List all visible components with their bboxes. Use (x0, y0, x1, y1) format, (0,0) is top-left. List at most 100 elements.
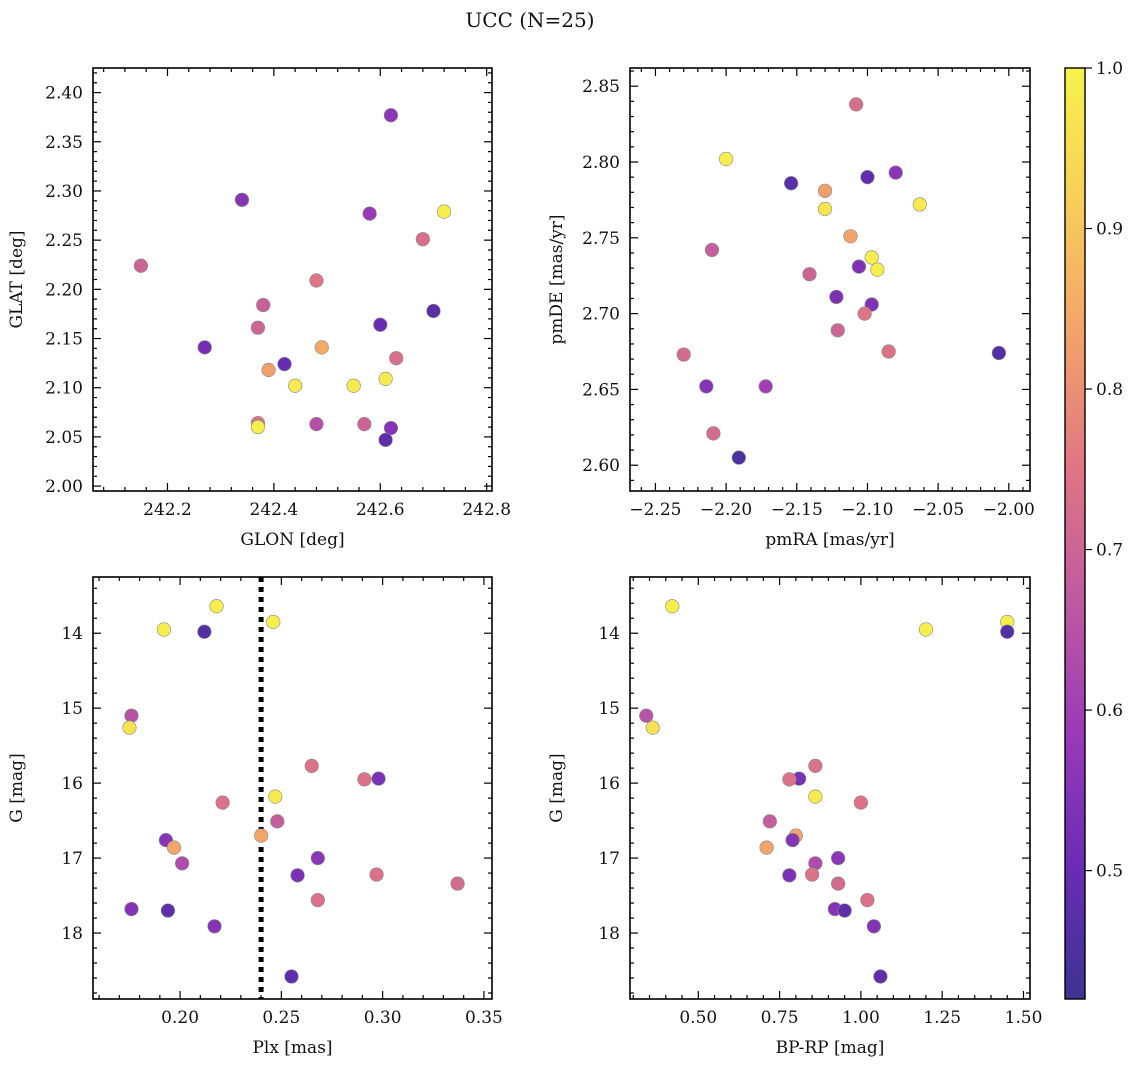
colorbar-tick-label: 0.7 (1096, 541, 1123, 561)
y-tick-label: 17 (61, 849, 83, 869)
y-tick-label: 2.20 (45, 280, 83, 300)
scatter-point (383, 108, 399, 123)
scatter-point (437, 204, 452, 219)
scatter-point (309, 417, 324, 432)
scatter-point (234, 192, 250, 207)
x-tick-label: 242.8 (462, 500, 511, 520)
scatter-point (304, 758, 319, 773)
scatter-point (268, 789, 283, 804)
scatter-point (912, 197, 927, 212)
y-tick-label: 2.10 (45, 379, 83, 399)
plot-frame (92, 576, 493, 1000)
scatter-point (288, 378, 303, 393)
scatter-point (197, 624, 212, 639)
scatter-point (346, 378, 361, 393)
scatter-point (310, 850, 325, 866)
scatter-point (918, 622, 934, 637)
scatter-point (853, 795, 868, 810)
y-axis-label: G [mag] (7, 753, 27, 822)
y-tick-label: 14 (61, 624, 83, 644)
scatter-point (369, 867, 384, 882)
y-tick-label: 18 (61, 924, 83, 944)
y-axis-label: G [mag] (547, 753, 567, 822)
scatter-point (870, 262, 885, 277)
x-tick-label: −2.15 (771, 500, 823, 520)
scatter-point (266, 614, 281, 630)
y-tick-label: 15 (598, 699, 620, 719)
scatter-point (645, 720, 660, 735)
y-tick-label: 2.35 (45, 133, 83, 153)
x-tick-label: 0.50 (679, 1008, 717, 1028)
scatter-point (1000, 624, 1015, 639)
scatter-point (784, 176, 799, 191)
x-tick-label: −2.10 (841, 500, 893, 520)
x-tick-label: 0.75 (761, 1008, 799, 1028)
scatter-point (817, 183, 833, 198)
y-tick-label: 2.00 (45, 477, 83, 497)
y-tick-label: 15 (61, 699, 83, 719)
scatter-point (829, 289, 844, 305)
panel-bprp-g: 0.50 0.75 1.00 1.25 1.50 14 15 16 17 18 BP-RP [mag… (547, 576, 1042, 1058)
x-tick-label: 0.25 (262, 1008, 300, 1028)
scatter-point (808, 758, 823, 773)
scatter-point (665, 599, 680, 614)
scatter-point (209, 599, 224, 614)
x-tick-label: 242.4 (250, 500, 299, 520)
scatter-point (277, 357, 292, 372)
x-axis-label: BP-RP [mag] (776, 1038, 885, 1058)
scatter-point (864, 250, 879, 265)
scatter-point (860, 892, 875, 908)
y-tick-label: 2.80 (582, 153, 620, 173)
scatter-point (133, 258, 148, 273)
scatter-point (314, 340, 329, 355)
colorbar-tick-label: 0.5 (1096, 862, 1123, 882)
colorbar-tick-label: 1.0 (1096, 59, 1123, 79)
scatter-point (290, 868, 305, 883)
y-tick-label: 18 (598, 924, 620, 944)
y-axis-label: pmDE [mas/yr] (547, 214, 567, 344)
scatter-point (156, 622, 171, 637)
scatter-point (250, 419, 266, 435)
panel-pmra-pmde: −2.25 −2.20 −2.15 −2.10 −2.05 −2.00 2.60 2.65 2.… (547, 67, 1035, 550)
scatter-point (762, 814, 777, 829)
scatter-point (676, 347, 691, 362)
y-tick-label: 2.65 (582, 380, 620, 400)
scatter-point (758, 379, 773, 394)
x-tick-label: 1.00 (842, 1008, 880, 1028)
x-tick-label: 0.35 (465, 1008, 503, 1028)
x-axis-label: GLON [deg] (240, 530, 344, 550)
scatter-point (362, 206, 377, 221)
scatter-point (782, 772, 797, 787)
y-axis-label: GLAT [deg] (7, 230, 27, 328)
x-tick-label: 242.2 (143, 500, 192, 520)
scatter-point (843, 229, 858, 244)
y-tick-label: 17 (598, 849, 620, 869)
scatter-point (175, 856, 190, 871)
x-tick-label: −2.25 (629, 500, 681, 520)
y-tick-label: 2.70 (582, 305, 620, 325)
colorbar: 0.5 0.6 0.7 0.8 0.9 1.0 (1064, 59, 1123, 1000)
x-tick-label: 0.20 (161, 1008, 199, 1028)
scatter-point (426, 303, 441, 319)
x-tick-label: 0.30 (364, 1008, 402, 1028)
scatter-point (124, 708, 139, 723)
y-tick-label: 2.40 (45, 84, 83, 104)
scatter-point (881, 344, 896, 359)
scatter-point (378, 371, 393, 386)
panel-glon-glat: 242.2 242.4 242.6 242.8 2.00 2.05 2.10 2.15 2.20… (7, 67, 511, 550)
scatter-point (378, 432, 393, 447)
y-tick-label: 2.75 (582, 229, 620, 249)
scatter-point (888, 165, 903, 180)
scatter-point (250, 320, 266, 335)
scatter-point (261, 362, 276, 378)
scatter-point (357, 772, 372, 787)
scatter-point (991, 345, 1007, 361)
y-tick-label: 2.15 (45, 330, 83, 350)
scatter-point (837, 903, 852, 918)
scatter-point (284, 969, 299, 984)
colorbar-tick-label: 0.6 (1096, 701, 1123, 721)
y-tick-label: 2.30 (45, 182, 83, 202)
scatter-point (873, 969, 888, 984)
colorbar-tick-label: 0.9 (1096, 220, 1123, 240)
scatter-point (719, 151, 734, 167)
